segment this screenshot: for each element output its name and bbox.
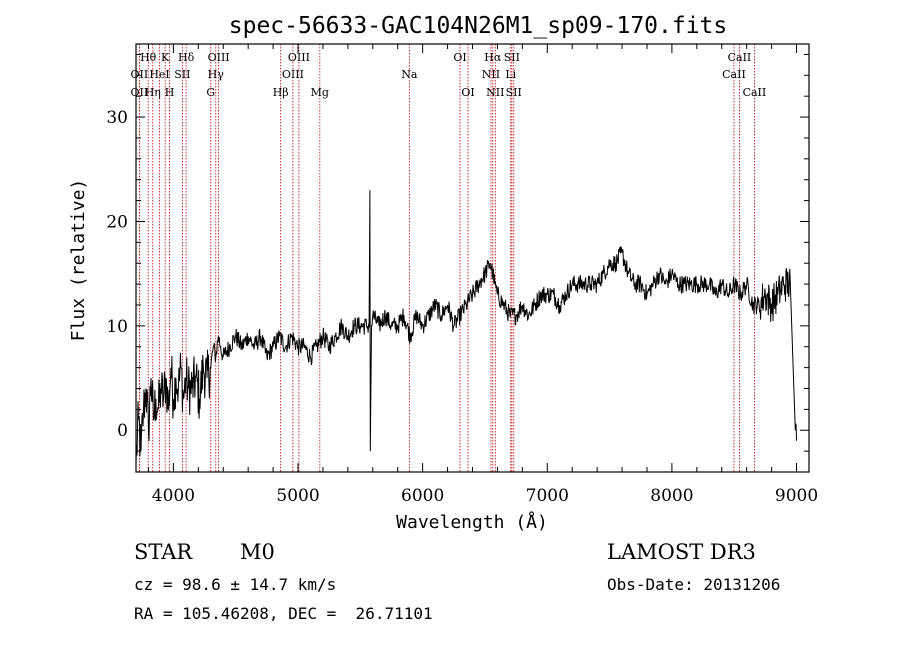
line-marker-label-18: OI	[461, 86, 474, 99]
coordinates-text: RA = 105.46208, DEC = 26.71101	[134, 604, 433, 623]
line-marker-label-1: OII	[131, 86, 149, 99]
x-tick-label-5000: 5000	[276, 486, 319, 506]
line-marker-label-19: NII	[482, 68, 500, 81]
line-marker-label-13: OIII	[282, 68, 304, 81]
line-marker-label-20: Hα	[484, 51, 502, 64]
x-axis-label: Wavelength (Å)	[396, 511, 548, 533]
line-marker-label-11: OIII	[208, 51, 230, 64]
line-marker-label-23: SII	[504, 51, 520, 64]
redshift-text: cz = 98.6 ± 14.7 km/s	[134, 575, 337, 594]
y-axis-label: Flux (relative)	[68, 179, 89, 342]
line-marker-label-25: CaII	[722, 68, 746, 81]
axis-ticks	[136, 44, 809, 472]
obs-date-text: Obs-Date: 20131206	[607, 575, 781, 594]
axis-tick-labels: 4000 5000 6000 7000 8000 9000 0 10 20 30	[106, 108, 818, 506]
y-tick-label-20: 20	[106, 212, 128, 232]
y-tick-label-0: 0	[117, 421, 128, 441]
chart-title: spec-56633-GAC104N26M1_sp09-170.fits	[229, 13, 728, 39]
plot-frame	[135, 43, 810, 473]
line-marker-label-27: CaII	[743, 86, 767, 99]
x-tick-label-6000: 6000	[401, 486, 444, 506]
emission-line-markers	[138, 44, 755, 472]
line-marker-label-26: CaII	[728, 51, 752, 64]
line-marker-label-9: G	[206, 86, 215, 99]
line-marker-label-22: Li	[505, 68, 516, 81]
x-tick-label-9000: 9000	[775, 486, 818, 506]
y-tick-label-30: 30	[106, 108, 128, 128]
x-tick-label-7000: 7000	[526, 486, 569, 506]
line-marker-label-10: Hγ	[208, 68, 225, 81]
y-tick-label-10: 10	[106, 317, 128, 337]
line-marker-label-16: Na	[401, 68, 418, 81]
survey-name: LAMOST DR3	[607, 540, 756, 564]
object-subclass: M0	[240, 540, 275, 564]
line-marker-label-7: SII	[174, 68, 190, 81]
line-marker-label-21: NII	[486, 86, 504, 99]
object-class: STAR	[134, 540, 193, 564]
line-marker-label-4: HeI	[149, 68, 169, 81]
spectrum-line	[135, 190, 797, 462]
line-marker-label-8: Hδ	[178, 51, 195, 64]
spectrum-chart: spec-56633-GAC104N26M1_sp09-170.fits OII…	[68, 13, 818, 533]
line-marker-label-17: OI	[453, 51, 466, 64]
line-marker-label-24: SII	[506, 86, 522, 99]
line-marker-label-6: H	[165, 86, 175, 99]
emission-line-labels: OII OII Hθ Hη HeI K H SII Hδ G Hγ OIII Hβ OIII OIII Mg N…	[131, 51, 767, 99]
line-marker-label-0: OII	[131, 68, 149, 81]
x-tick-label-8000: 8000	[650, 486, 693, 506]
line-marker-label-2: Hθ	[140, 51, 157, 64]
line-marker-label-14: OIII	[288, 51, 310, 64]
x-tick-label-4000: 4000	[152, 486, 195, 506]
line-marker-label-5: K	[161, 51, 170, 64]
line-marker-label-12: Hβ	[273, 86, 289, 99]
line-marker-label-15: Mg	[311, 86, 329, 99]
line-marker-label-3: Hη	[145, 86, 161, 99]
